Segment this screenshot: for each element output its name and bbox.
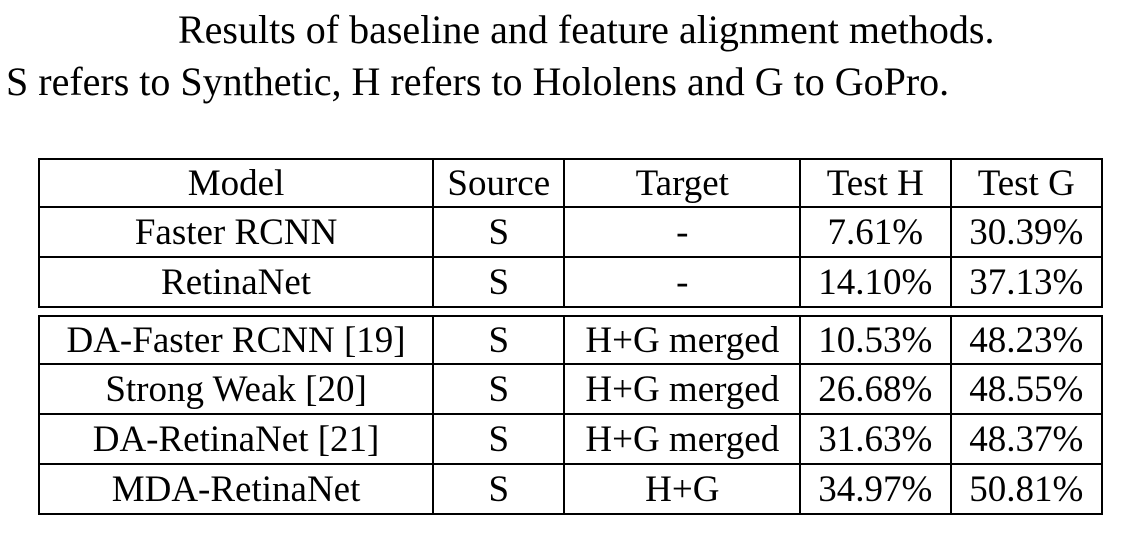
test-g-cell-best: 50.81% — [951, 465, 1103, 515]
test-h-cell: 14.10% — [801, 258, 952, 308]
table-row: Faster RCNN S - 7.61% 30.39% — [38, 208, 1103, 258]
source-cell: S — [434, 465, 566, 515]
test-h-cell: 26.68% — [801, 365, 952, 415]
table-row: RetinaNet S - 14.10% 37.13% — [38, 258, 1103, 308]
model-cell: Faster RCNN — [38, 208, 435, 258]
header-model: Model — [38, 158, 435, 208]
source-cell: S — [434, 208, 566, 258]
header-test-g: Test G — [951, 158, 1103, 208]
header-source: Source — [434, 158, 566, 208]
source-cell: S — [434, 415, 566, 465]
test-g-cell: 37.13% — [951, 258, 1103, 308]
test-g-cell: 48.23% — [951, 315, 1103, 365]
test-h-cell: 10.53% — [801, 315, 952, 365]
model-cell: DA-Faster RCNN [19] — [38, 315, 435, 365]
table-row: MDA-RetinaNet S H+G 34.97% 50.81% — [38, 465, 1103, 515]
target-cell: H+G merged — [565, 365, 802, 415]
target-cell: - — [565, 258, 802, 308]
table-row: DA-RetinaNet [21] S H+G merged 31.63% 48… — [38, 415, 1103, 465]
model-cell: Strong Weak [20] — [38, 365, 435, 415]
test-g-cell: 30.39% — [951, 208, 1103, 258]
source-cell: S — [434, 315, 566, 365]
header-test-h: Test H — [801, 158, 952, 208]
target-cell: H+G — [565, 465, 802, 515]
test-h-cell: 31.63% — [801, 415, 952, 465]
caption-line-2: S refers to Synthetic, H refers to Holol… — [6, 59, 950, 104]
table-row: DA-Faster RCNN [19] S H+G merged 10.53% … — [38, 315, 1103, 365]
source-cell: S — [434, 258, 566, 308]
target-cell: H+G merged — [565, 415, 802, 465]
target-cell: - — [565, 208, 802, 258]
model-cell: DA-RetinaNet [21] — [38, 415, 435, 465]
group-separator — [38, 308, 1103, 315]
test-h-cell-best: 34.97% — [801, 465, 952, 515]
results-table: Model Source Target Test H Test G Faster… — [38, 158, 1103, 515]
model-cell: RetinaNet — [38, 258, 435, 308]
caption-line-1: Results of baseline and feature alignmen… — [178, 7, 995, 52]
test-h-cell: 7.61% — [801, 208, 952, 258]
source-cell: S — [434, 365, 566, 415]
test-g-cell: 48.55% — [951, 365, 1103, 415]
header-row: Model Source Target Test H Test G — [38, 158, 1103, 208]
header-target: Target — [565, 158, 802, 208]
target-cell: H+G merged — [565, 315, 802, 365]
table-row: Strong Weak [20] S H+G merged 26.68% 48.… — [38, 365, 1103, 415]
model-cell: MDA-RetinaNet — [38, 465, 435, 515]
test-g-cell: 48.37% — [951, 415, 1103, 465]
